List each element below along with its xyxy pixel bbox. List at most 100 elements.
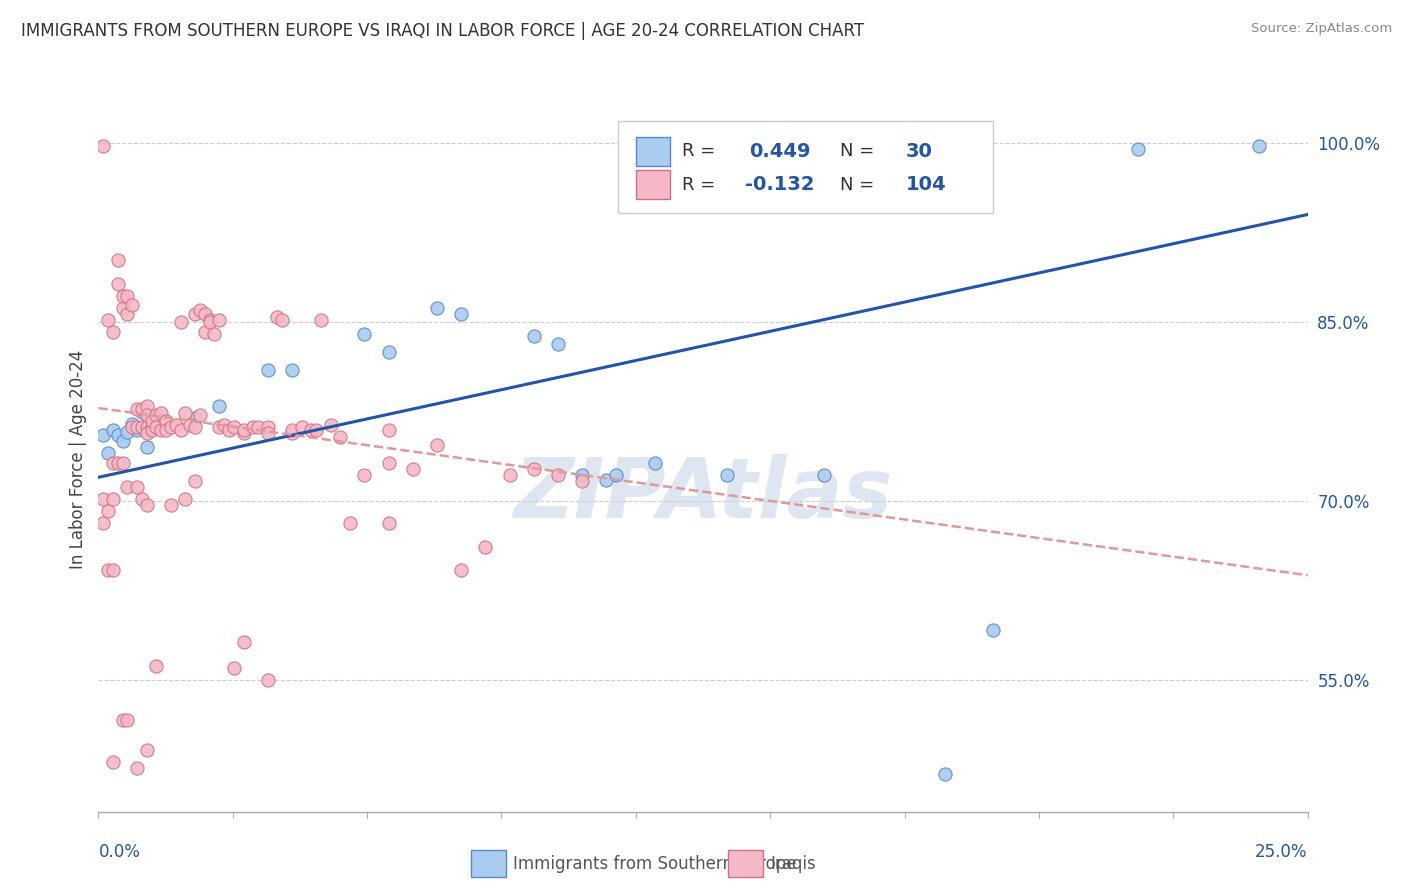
Point	[198, 312, 221, 326]
Point	[309, 312, 332, 326]
Point	[281, 363, 304, 377]
Point	[117, 289, 139, 303]
Point	[266, 310, 288, 325]
Point	[145, 420, 167, 434]
Point	[402, 462, 425, 476]
Point	[155, 423, 177, 437]
Point	[319, 417, 342, 432]
Point	[212, 417, 235, 432]
Point	[107, 456, 129, 470]
Point	[498, 467, 520, 482]
Point	[450, 564, 472, 578]
Point	[179, 417, 201, 432]
Point	[1249, 139, 1271, 153]
Point	[131, 404, 153, 418]
FancyBboxPatch shape	[637, 136, 671, 166]
Text: Immigrants from Southern Europe: Immigrants from Southern Europe	[513, 855, 797, 873]
Point	[127, 420, 149, 434]
Point	[107, 428, 129, 442]
Point	[121, 298, 143, 312]
Point	[218, 423, 240, 437]
Text: R =: R =	[682, 176, 721, 194]
Point	[204, 326, 226, 341]
Point	[101, 755, 124, 769]
Point	[127, 760, 149, 774]
Point	[145, 408, 167, 422]
Point	[271, 312, 294, 326]
Point	[107, 277, 129, 291]
Point	[644, 456, 666, 470]
Point	[165, 417, 187, 432]
Point	[150, 423, 173, 437]
Point	[377, 344, 399, 359]
Text: 0.0%: 0.0%	[98, 843, 141, 861]
Text: 30: 30	[905, 142, 934, 161]
Point	[91, 428, 114, 442]
Point	[101, 564, 124, 578]
Point	[426, 301, 449, 315]
Point	[145, 659, 167, 673]
Point	[222, 661, 245, 675]
Point	[450, 307, 472, 321]
Point	[97, 564, 120, 578]
Point	[135, 441, 157, 455]
Point	[111, 713, 134, 727]
Point	[135, 399, 157, 413]
Point	[169, 423, 191, 437]
Point	[111, 301, 134, 315]
Point	[523, 462, 546, 476]
Point	[339, 516, 361, 530]
Point	[232, 635, 254, 649]
Point	[97, 312, 120, 326]
Point	[121, 420, 143, 434]
Point	[184, 410, 207, 425]
Point	[256, 673, 278, 688]
Point	[426, 438, 449, 452]
Text: ZIPAtlas: ZIPAtlas	[513, 454, 893, 535]
Point	[571, 474, 593, 488]
Point	[117, 713, 139, 727]
Text: Iraqis: Iraqis	[770, 855, 817, 873]
Point	[377, 456, 399, 470]
Point	[174, 406, 197, 420]
Text: N =: N =	[839, 143, 880, 161]
Point	[281, 423, 304, 437]
Point	[131, 491, 153, 506]
Text: Source: ZipAtlas.com: Source: ZipAtlas.com	[1251, 22, 1392, 36]
Text: IMMIGRANTS FROM SOUTHERN EUROPE VS IRAQI IN LABOR FORCE | AGE 20-24 CORRELATION : IMMIGRANTS FROM SOUTHERN EUROPE VS IRAQI…	[21, 22, 865, 40]
Point	[91, 491, 114, 506]
Point	[716, 467, 738, 482]
Point	[141, 420, 163, 434]
Point	[256, 363, 278, 377]
Point	[91, 139, 114, 153]
Point	[247, 420, 270, 434]
Point	[222, 420, 245, 434]
Point	[188, 408, 211, 422]
Point	[135, 498, 157, 512]
Text: 104: 104	[905, 175, 946, 194]
Point	[353, 326, 375, 341]
Point	[160, 498, 183, 512]
Text: R =: R =	[682, 143, 721, 161]
Point	[169, 315, 191, 329]
Y-axis label: In Labor Force | Age 20-24: In Labor Force | Age 20-24	[69, 350, 87, 569]
Point	[547, 336, 569, 351]
Point	[194, 325, 217, 339]
Point	[107, 252, 129, 267]
Point	[111, 456, 134, 470]
Point	[523, 329, 546, 343]
Point	[571, 467, 593, 482]
Point	[813, 467, 835, 482]
Point	[194, 307, 217, 321]
Point	[208, 399, 231, 413]
Point	[101, 423, 124, 437]
Text: 25.0%: 25.0%	[1256, 843, 1308, 861]
Point	[290, 420, 312, 434]
Point	[329, 430, 352, 444]
Point	[101, 325, 124, 339]
Point	[474, 540, 496, 554]
Point	[160, 420, 183, 434]
Point	[135, 742, 157, 756]
Point	[184, 420, 207, 434]
FancyBboxPatch shape	[619, 121, 993, 212]
